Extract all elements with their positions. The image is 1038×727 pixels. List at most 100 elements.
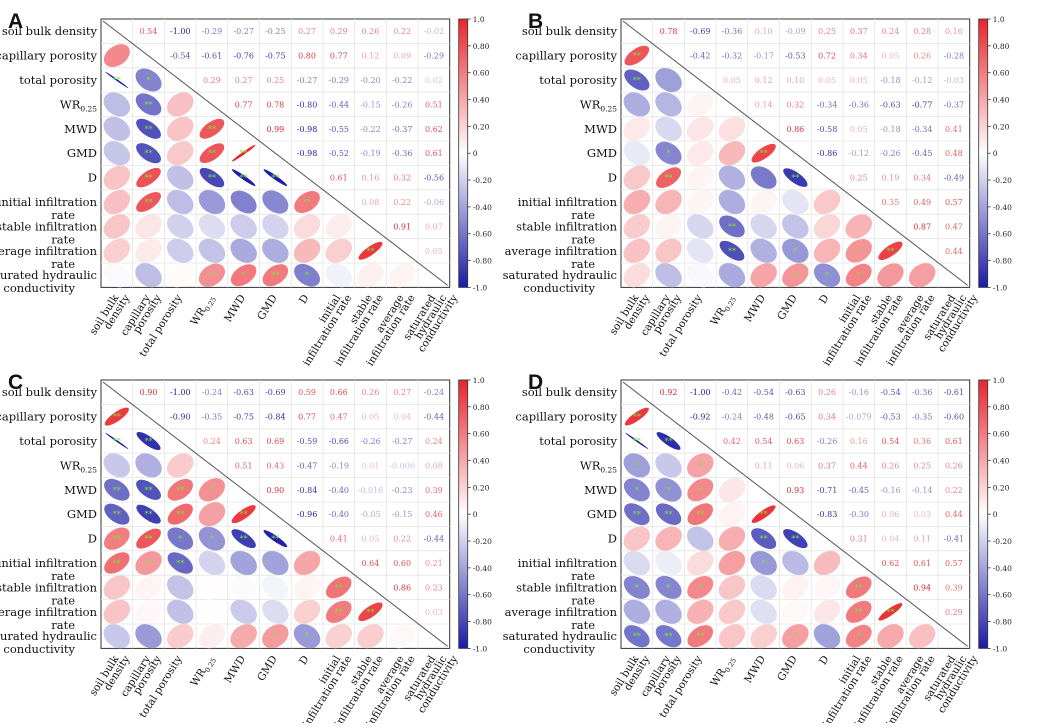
correlation-ellipse	[103, 214, 131, 239]
correlation-ellipse	[750, 189, 777, 215]
correlation-ellipse	[623, 116, 651, 141]
correlation-value: -0.15	[392, 510, 413, 519]
correlation-ellipse	[167, 478, 194, 501]
correlation-value: -0.42	[690, 52, 711, 61]
panel-letter: A	[8, 10, 23, 33]
colorbar-tick-label: -0.40	[993, 564, 1012, 573]
correlation-ellipse	[262, 575, 289, 600]
row-label: average infiltration	[0, 244, 98, 258]
correlation-value: -0.66	[328, 437, 349, 446]
correlation-ellipse	[325, 263, 353, 288]
significance-mark: **	[145, 149, 153, 158]
correlation-value: 0.59	[298, 388, 316, 397]
correlation-value: -0.84	[265, 413, 286, 422]
correlation-value: -0.84	[297, 486, 318, 495]
correlation-ellipse	[198, 478, 226, 502]
correlation-ellipse	[103, 453, 131, 478]
row-label: WR0.25	[60, 458, 97, 474]
row-label: D	[608, 532, 617, 546]
colorbar-tick-label: -0.80	[993, 257, 1012, 266]
correlation-ellipse	[103, 44, 130, 68]
column-label: GMD	[775, 654, 800, 684]
correlation-ellipse	[656, 167, 682, 188]
significance-mark: *	[825, 271, 829, 280]
correlation-ellipse	[198, 550, 226, 576]
row-label: MWD	[64, 483, 97, 497]
significance-mark: **	[145, 100, 153, 109]
correlation-ellipse	[104, 478, 130, 501]
correlation-ellipse	[103, 575, 131, 600]
correlation-ellipse	[135, 453, 162, 478]
significance-mark: *	[698, 461, 702, 470]
correlation-ellipse	[625, 432, 649, 450]
correlation-ellipse	[105, 71, 129, 89]
correlation-value: -0.27	[297, 76, 318, 85]
correlation-ellipse	[655, 575, 682, 599]
correlation-ellipse	[623, 575, 650, 599]
correlation-ellipse	[751, 505, 776, 523]
colorbar-tick-label: 0.60	[993, 69, 1010, 78]
correlation-ellipse	[103, 263, 131, 288]
significance-mark: **	[145, 174, 153, 183]
colorbar-tick-label: -1.0	[993, 283, 1008, 292]
correlation-ellipse	[686, 599, 714, 624]
correlation-value: 0.12	[755, 76, 773, 85]
correlation-ellipse	[167, 552, 193, 574]
correlation-ellipse	[655, 92, 682, 117]
correlation-value: -0.34	[817, 100, 838, 109]
colorbar-tick-label: -1.0	[473, 283, 488, 292]
row-label: initial infiltration	[0, 556, 98, 570]
correlation-value: -0.54	[880, 388, 901, 397]
correlation-ellipse	[105, 432, 129, 450]
correlation-ellipse	[231, 169, 256, 186]
correlation-ellipse	[655, 189, 682, 215]
correlation-value: -0.20	[360, 76, 381, 85]
correlation-ellipse	[624, 625, 650, 648]
colorbar	[458, 18, 469, 288]
correlation-value: 0.16	[945, 27, 963, 36]
correlation-ellipse	[623, 238, 651, 263]
correlation-value: 0.26	[818, 388, 836, 397]
row-label: rate	[51, 257, 75, 271]
correlation-value: -0.22	[360, 125, 381, 134]
correlation-value: 0.14	[755, 100, 773, 109]
row-label: WR0.25	[580, 458, 617, 474]
correlation-value: -0.26	[880, 149, 901, 158]
row-label: GMD	[587, 507, 617, 521]
significance-mark: *	[147, 559, 151, 568]
correlation-value: 0.24	[425, 437, 443, 446]
correlation-ellipse	[166, 238, 194, 263]
correlation-ellipse	[199, 118, 225, 139]
correlation-value: -0.03	[944, 76, 965, 85]
column-label: MWD	[742, 654, 768, 686]
correlation-ellipse	[136, 143, 162, 164]
correlation-ellipse	[782, 575, 809, 600]
correlation-ellipse	[325, 238, 353, 263]
correlation-value: 0.69	[266, 437, 284, 446]
correlation-ellipse	[655, 477, 682, 502]
correlation-ellipse	[198, 575, 226, 600]
correlation-value: -1.00	[170, 27, 191, 36]
correlation-ellipse	[877, 263, 904, 288]
correlation-ellipse	[166, 214, 194, 239]
correlation-ellipse	[623, 189, 651, 215]
correlation-value: -0.53	[785, 52, 806, 61]
correlation-value: 0.34	[818, 413, 836, 422]
correlation-ellipse	[782, 624, 809, 649]
correlation-ellipse	[230, 599, 257, 624]
correlation-ellipse	[878, 603, 903, 621]
correlation-ellipse	[686, 263, 714, 288]
correlation-value: 0.34	[913, 174, 931, 183]
colorbar-tick-label: 1.0	[473, 376, 485, 385]
row-label: stable infiltration	[516, 219, 618, 233]
correlation-value: 0.54	[882, 437, 900, 446]
panel-B: B 0.78 -0.69 -0.36 0.10 -0.09 0.25 0.37 0.24 0.28…	[503, 10, 1013, 368]
row-label: average infiltration	[0, 605, 98, 619]
significance-mark: **	[240, 535, 248, 544]
correlation-value: 0.86	[393, 583, 411, 592]
correlation-ellipse	[908, 263, 936, 288]
correlation-ellipse	[230, 190, 257, 214]
significance-mark: *	[762, 559, 766, 568]
correlation-value: 0.34	[850, 52, 868, 61]
